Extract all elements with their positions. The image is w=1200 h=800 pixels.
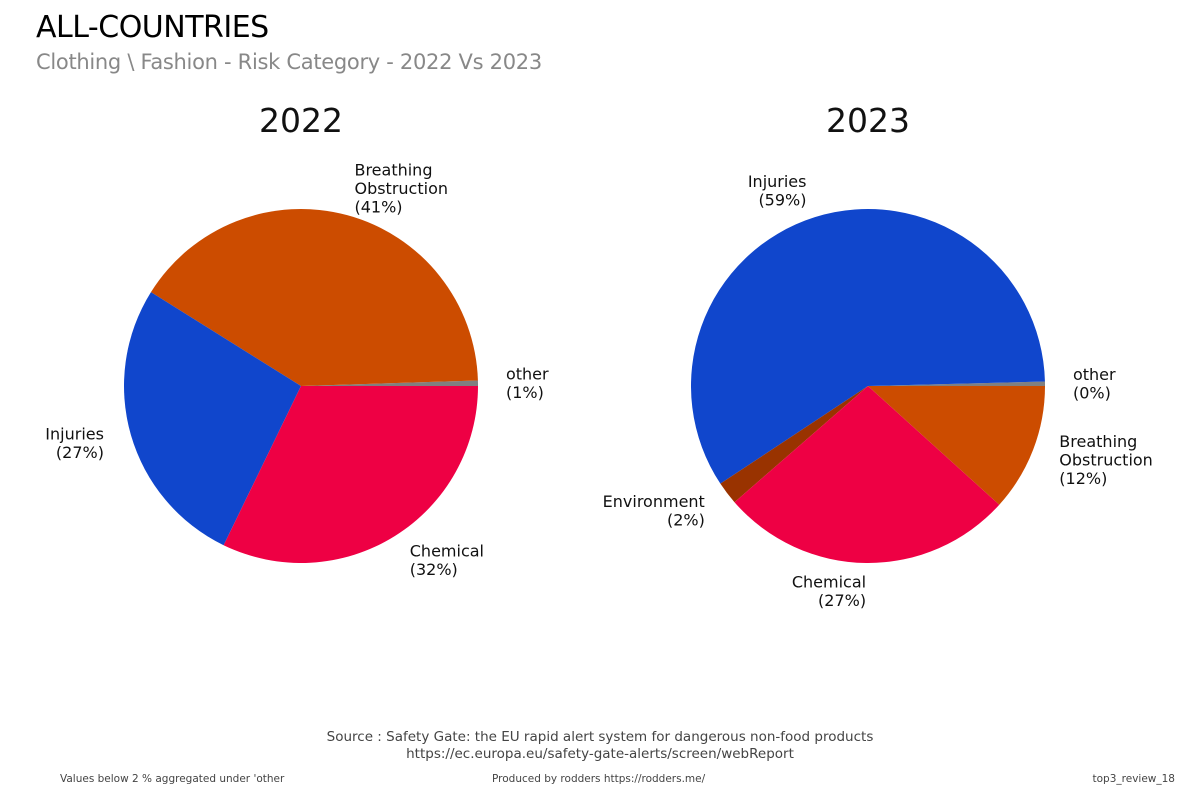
page-subtitle: Clothing \ Fashion - Risk Category - 202…: [36, 50, 542, 74]
slice-label-other: other (1%): [506, 365, 549, 403]
pie-title: 2022: [259, 101, 343, 140]
slice-other[interactable]: [868, 381, 1045, 386]
aggregation-note: Values below 2 % aggregated under 'other: [60, 773, 285, 785]
page-title: ALL-COUNTRIES: [36, 10, 269, 45]
slice-chemical[interactable]: [223, 386, 478, 563]
pie-title: 2023: [826, 101, 910, 140]
slice-injuries[interactable]: [690, 209, 1045, 484]
slice-label-breathing-obstruction: Breathing Obstruction (12%): [1059, 432, 1153, 488]
slice-injuries[interactable]: [124, 292, 302, 546]
source-url: https://ec.europa.eu/safety-gate-alerts/…: [406, 746, 794, 762]
pie-2022: 2022 other (1%) Breathing Obstruction (41%) In…: [45, 101, 549, 579]
chart-id: top3_review_18: [1092, 773, 1175, 785]
slice-label-environment: Environment (2%): [603, 492, 705, 530]
slice-chemical[interactable]: [734, 386, 1000, 564]
slice-breathing-obstruction[interactable]: [150, 208, 478, 386]
slice-label-breathing-obstruction: Breathing Obstruction (41%): [354, 161, 448, 217]
slice-breathing-obstruction[interactable]: [868, 386, 1045, 505]
slice-label-injuries: Injuries (59%): [748, 172, 807, 210]
produced-by: Produced by rodders https://rodders.me/: [492, 773, 706, 785]
pie-2023: 2023 other (0%) Injuries (59%) Environment (2%…: [603, 101, 1153, 610]
slice-label-other: other (0%): [1073, 365, 1116, 403]
slice-label-chemical: Chemical (32%): [410, 542, 484, 580]
slice-label-injuries: Injuries (27%): [45, 424, 104, 462]
slice-environment[interactable]: [720, 386, 868, 503]
slice-other[interactable]: [301, 380, 478, 386]
source-line-1: Source : Safety Gate: the EU rapid alert…: [326, 729, 874, 745]
slice-label-chemical: Chemical (27%): [792, 573, 866, 611]
